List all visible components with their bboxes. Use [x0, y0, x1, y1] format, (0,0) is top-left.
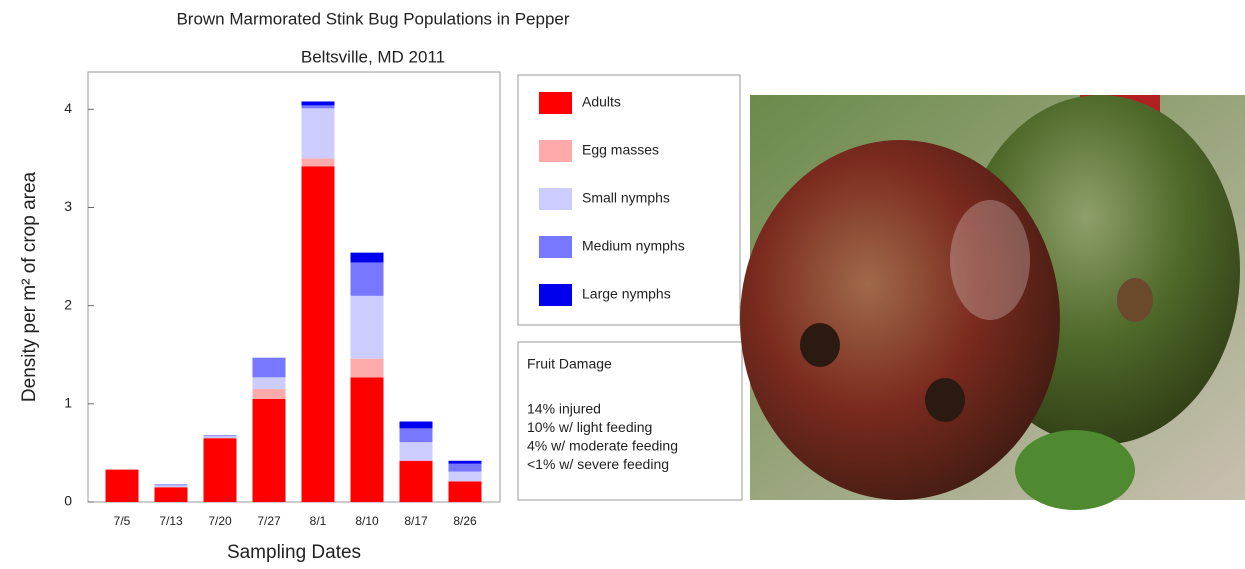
legend-swatch	[539, 92, 572, 114]
x-tick-label: 8/26	[453, 514, 477, 528]
pepper-left	[740, 140, 1060, 500]
photo	[740, 95, 1245, 510]
y-axis-label: Density per m² of crop area	[19, 171, 40, 402]
bar-segment	[301, 166, 335, 502]
bar-segment	[301, 101, 335, 106]
chart-subtitle: Beltsville, MD 2011	[301, 47, 445, 66]
legend-swatch	[539, 284, 572, 306]
bar-segment	[350, 377, 384, 502]
annotation-line: 14% injured	[527, 401, 601, 417]
bar-segment	[252, 357, 286, 378]
plot-frame	[87, 71, 501, 503]
x-tick-label: 7/13	[159, 514, 183, 528]
legend-swatch	[539, 188, 572, 210]
bar-segment	[154, 485, 188, 488]
damage-spot	[1117, 278, 1153, 322]
bar-segment	[105, 469, 139, 502]
bar-segment	[448, 463, 482, 472]
legend-label: Adults	[582, 94, 621, 110]
legend-swatch	[539, 236, 572, 258]
legend-label: Egg masses	[582, 142, 659, 158]
pepper-stem	[1015, 430, 1135, 510]
bar-segment	[399, 442, 433, 461]
x-tick-label: 8/10	[355, 514, 379, 528]
x-axis-label: Sampling Dates	[227, 542, 361, 563]
y-tick-label: 0	[64, 493, 72, 509]
y-tick-label: 4	[64, 100, 72, 116]
bar-segment	[448, 481, 482, 502]
annotation-box	[517, 341, 743, 501]
y-tick-label: 3	[64, 198, 72, 214]
bar-segment	[203, 436, 237, 439]
bar-segment	[252, 377, 286, 390]
bar-segment	[154, 487, 188, 502]
annotation-line: 10% w/ light feeding	[527, 419, 652, 435]
legend-label: Large nymphs	[582, 286, 671, 302]
bar-segment	[350, 358, 384, 378]
highlight	[950, 200, 1030, 320]
bar-segment	[350, 262, 384, 296]
annotation-line: 4% w/ moderate feeding	[527, 438, 678, 454]
x-tick-label: 8/1	[310, 514, 327, 528]
y-tick-label: 1	[64, 395, 72, 411]
bar-segment	[350, 295, 384, 359]
bar-segment	[301, 108, 335, 159]
bar-segment	[301, 105, 335, 109]
annotation-title: Fruit Damage	[527, 356, 612, 372]
bar-segment	[301, 158, 335, 167]
damage-spot	[800, 323, 840, 367]
bar-segment	[448, 460, 482, 464]
bar-segment	[399, 428, 433, 443]
bar-segment	[448, 471, 482, 482]
bar-segment	[154, 484, 188, 486]
legend-label: Medium nymphs	[582, 238, 685, 254]
x-tick-label: 7/27	[257, 514, 281, 528]
chart-title: Brown Marmorated Stink Bug Populations i…	[176, 9, 569, 28]
bar-segment	[203, 438, 237, 502]
bar-segment	[203, 435, 237, 437]
y-tick-label: 2	[64, 296, 72, 312]
legend-label: Small nymphs	[582, 190, 670, 206]
damage-spot	[925, 378, 965, 422]
bar-segment	[399, 460, 433, 502]
annotation-line: <1% w/ severe feeding	[527, 456, 669, 472]
x-tick-label: 8/17	[404, 514, 428, 528]
bar-segment	[252, 389, 286, 399]
legend-swatch	[539, 140, 572, 162]
bar-segment	[350, 252, 384, 263]
x-tick-label: 7/5	[114, 514, 131, 528]
x-tick-label: 7/20	[208, 514, 232, 528]
bar-segment	[399, 421, 433, 429]
bar-segment	[252, 398, 286, 502]
